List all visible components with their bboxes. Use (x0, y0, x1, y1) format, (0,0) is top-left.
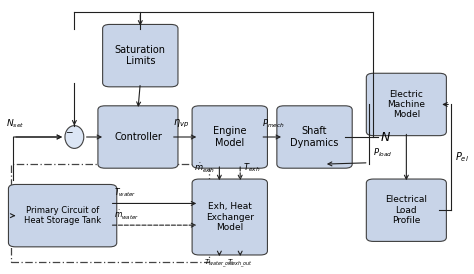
Text: Primary Circuit of
Heat Storage Tank: Primary Circuit of Heat Storage Tank (24, 206, 101, 225)
Text: Controller: Controller (114, 132, 162, 142)
Text: $N$: $N$ (381, 130, 392, 144)
Text: $T_{exh}$: $T_{exh}$ (243, 162, 260, 175)
FancyBboxPatch shape (192, 106, 267, 168)
Text: $T_{water\_out}$: $T_{water\_out}$ (204, 258, 235, 270)
Text: Electric
Machine
Model: Electric Machine Model (387, 90, 425, 119)
FancyBboxPatch shape (277, 106, 352, 168)
FancyBboxPatch shape (9, 184, 117, 247)
Text: $P_{load}$: $P_{load}$ (374, 146, 393, 159)
Text: $-$: $-$ (65, 126, 74, 135)
Text: $\dot{m}_{exh}$: $\dot{m}_{exh}$ (194, 161, 215, 175)
Text: $P_{mech}$: $P_{mech}$ (262, 118, 285, 130)
FancyBboxPatch shape (98, 106, 178, 168)
Text: $N_{set}$: $N_{set}$ (6, 118, 25, 130)
FancyBboxPatch shape (103, 24, 178, 87)
Text: Electrical
Load
Profile: Electrical Load Profile (385, 195, 428, 225)
Text: Saturation
Limits: Saturation Limits (115, 45, 166, 66)
FancyBboxPatch shape (366, 179, 447, 241)
Text: $\dot{m}_{water}$: $\dot{m}_{water}$ (114, 209, 139, 222)
Text: Exh, Heat
Exchanger
Model: Exh, Heat Exchanger Model (206, 202, 254, 232)
Ellipse shape (65, 125, 84, 149)
FancyBboxPatch shape (192, 179, 267, 255)
Text: $\eta_{vp}$: $\eta_{vp}$ (173, 118, 190, 130)
Text: Shaft
Dynamics: Shaft Dynamics (291, 126, 339, 148)
FancyBboxPatch shape (366, 73, 447, 136)
Text: $T_{water}$: $T_{water}$ (114, 187, 137, 199)
Text: $P_{el}$: $P_{el}$ (455, 150, 469, 164)
Text: $T_{exh\_out}$: $T_{exh\_out}$ (227, 258, 253, 270)
Text: Engine
Model: Engine Model (213, 126, 246, 148)
